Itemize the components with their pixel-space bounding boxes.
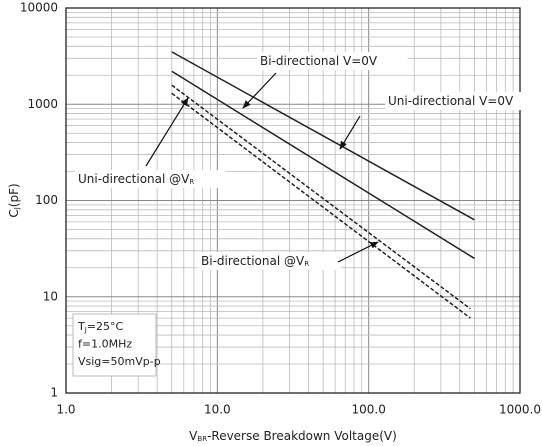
plot-frame (65, 7, 521, 394)
annotation: Uni-directional @VR (78, 172, 194, 187)
annotation-arrow (145, 97, 189, 167)
annotation-part: Uni-directional @V (78, 172, 190, 186)
y-tick-label: 1000 (27, 97, 58, 111)
y-tick-label: 10000 (20, 1, 58, 15)
condition-part: Vsig=50mVp-p (78, 355, 161, 368)
annotation-part: R (304, 260, 309, 268)
x-tick-label: 1.0 (56, 403, 75, 417)
annotation-part: Uni-directional V=0V (388, 94, 514, 108)
x-axis-label: VBR-Reverse Breakdown Voltage(V) (189, 429, 397, 444)
x-tick-label: 1000.0 (499, 403, 541, 417)
annotation: Bi-directional @VR (201, 254, 309, 269)
y-axis-label-part: (pF) (7, 183, 21, 207)
y-axis-label-part: J (13, 207, 21, 210)
annotation-bg (257, 52, 408, 70)
x-axis-label-part: -Reverse Breakdown Voltage(V) (207, 429, 397, 443)
condition: f=1.0MHz (78, 338, 132, 351)
condition-part: J (84, 326, 87, 334)
annotation: Uni-directional V=0V (388, 94, 514, 108)
annotation: Bi-directional V=0V (260, 54, 378, 68)
annotation-arrow (242, 72, 277, 109)
y-tick-label: 1 (50, 386, 58, 400)
y-axis-label: CJ(pF) (7, 183, 22, 217)
y-axis-label-part: C (7, 209, 21, 217)
annotation-bg (198, 252, 341, 270)
condition-part: f=1.0MHz (78, 338, 132, 351)
condition: TJ=25°C (77, 320, 124, 334)
condition: Vsig=50mVp-p (78, 355, 161, 368)
x-axis-label-part: BR (197, 435, 207, 443)
series-line (171, 51, 475, 221)
y-tick-label: 100 (35, 193, 58, 207)
x-tick-label: 100.0 (351, 403, 385, 417)
annotation-arrow (339, 115, 361, 150)
annotation-bg (75, 170, 226, 188)
series-line (171, 70, 475, 260)
conditions-box (72, 313, 157, 377)
annotation-bg (385, 92, 542, 110)
annotation-arrow (337, 241, 379, 263)
condition-part: =25°C (87, 320, 124, 333)
x-tick-label: 10.0 (204, 403, 231, 417)
y-tick-label: 10 (43, 289, 58, 303)
annotation-part: Bi-directional V=0V (260, 54, 378, 68)
condition-part: T (77, 320, 85, 333)
annotation-part: R (189, 178, 194, 186)
series-line (171, 84, 471, 310)
x-axis-label-part: V (189, 429, 198, 443)
annotation-part: Bi-directional @V (201, 254, 305, 268)
series-line (171, 92, 471, 319)
